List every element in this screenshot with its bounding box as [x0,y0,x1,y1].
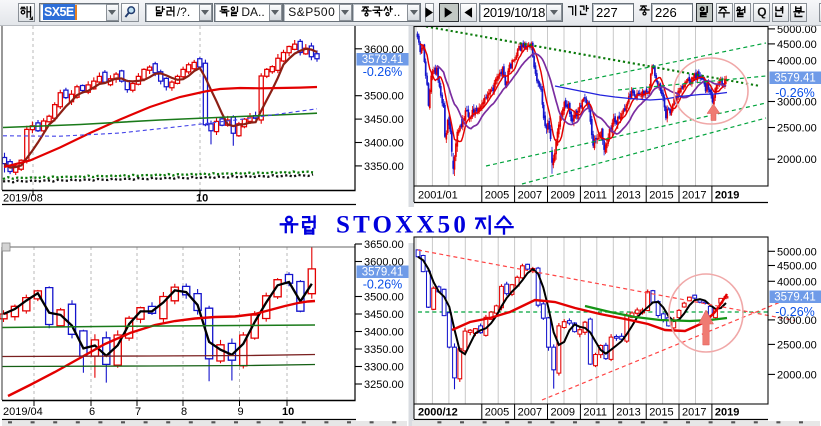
svg-text:5000.00: 5000.00 [777,246,817,258]
svg-text:2500.00: 2500.00 [777,339,817,351]
svg-text:3350.00: 3350.00 [364,344,404,356]
svg-text:2011: 2011 [583,190,607,202]
svg-text:3500.00: 3500.00 [364,91,404,103]
svg-text:2000.00: 2000.00 [777,154,817,166]
svg-text:8: 8 [181,406,187,418]
svg-text:3579.41: 3579.41 [774,292,816,304]
svg-text:5000.00: 5000.00 [777,24,817,36]
svg-text:6: 6 [89,406,95,418]
svg-text:2015: 2015 [649,407,673,419]
svg-text:2000/12: 2000/12 [418,407,458,419]
svg-text:3300.00: 3300.00 [364,362,404,374]
svg-text:3500.00: 3500.00 [364,292,404,304]
svg-text:3650.00: 3650.00 [364,239,404,251]
svg-text:-0.26%: -0.26% [363,278,403,292]
svg-text:2005: 2005 [485,407,509,419]
svg-text:3579.41: 3579.41 [774,73,816,85]
svg-text:2019: 2019 [715,407,739,419]
svg-text:2019/04: 2019/04 [3,406,43,418]
svg-text:-0.26%: -0.26% [775,305,815,319]
svg-text:3579.41: 3579.41 [362,267,404,279]
svg-text:2011: 2011 [583,407,607,419]
svg-text:3000.00: 3000.00 [777,315,817,327]
svg-text:4500.00: 4500.00 [777,261,817,273]
svg-text:2019/08: 2019/08 [3,193,43,205]
svg-text:3450.00: 3450.00 [364,114,404,126]
svg-text:2017: 2017 [682,190,706,202]
svg-text:2500.00: 2500.00 [777,123,817,135]
svg-text:-0.26%: -0.26% [363,65,403,79]
svg-text:2009: 2009 [551,190,575,202]
svg-text:STOXX50: STOXX50 [336,212,469,239]
svg-text:2015: 2015 [649,190,673,202]
svg-text:10: 10 [196,193,208,205]
svg-text:4000.00: 4000.00 [777,56,817,68]
svg-text:4500.00: 4500.00 [777,39,817,51]
svg-text:3450.00: 3450.00 [364,309,404,321]
svg-text:2007: 2007 [518,407,542,419]
svg-text:-0.26%: -0.26% [775,86,815,100]
svg-text:3000.00: 3000.00 [777,97,817,109]
svg-text:2009: 2009 [551,407,575,419]
svg-text:3600.00: 3600.00 [364,44,404,56]
svg-text:2001/01: 2001/01 [418,190,458,202]
svg-text:2005: 2005 [485,190,509,202]
svg-text:2013: 2013 [616,190,640,202]
svg-text:3250.00: 3250.00 [364,379,404,391]
svg-text:2000.00: 2000.00 [777,369,817,381]
svg-text:3579.41: 3579.41 [362,54,404,66]
svg-text:7: 7 [135,406,141,418]
svg-text:2013: 2013 [616,407,640,419]
svg-text:2007: 2007 [518,190,542,202]
svg-text:10: 10 [282,406,294,418]
svg-text:3400.00: 3400.00 [364,138,404,150]
svg-text:3350.00: 3350.00 [364,161,404,173]
svg-text:4000.00: 4000.00 [777,276,817,288]
svg-text:3400.00: 3400.00 [364,327,404,339]
svg-text:2019: 2019 [715,190,739,202]
svg-text:2017: 2017 [682,407,706,419]
svg-text:9: 9 [238,406,244,418]
